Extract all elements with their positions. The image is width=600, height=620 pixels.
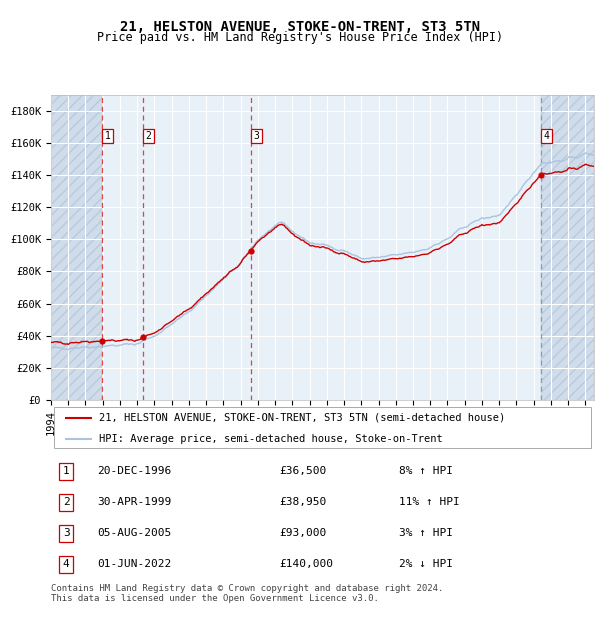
Text: 3: 3 xyxy=(254,131,259,141)
Text: 8% ↑ HPI: 8% ↑ HPI xyxy=(398,466,452,476)
Text: £140,000: £140,000 xyxy=(279,559,333,569)
Text: 1: 1 xyxy=(63,466,70,476)
Text: Contains HM Land Registry data © Crown copyright and database right 2024.
This d: Contains HM Land Registry data © Crown c… xyxy=(51,584,443,603)
Text: 2: 2 xyxy=(63,497,70,507)
Text: 30-APR-1999: 30-APR-1999 xyxy=(97,497,172,507)
Text: 05-AUG-2005: 05-AUG-2005 xyxy=(97,528,172,538)
Text: 4: 4 xyxy=(63,559,70,569)
Bar xyxy=(541,95,594,400)
Text: Price paid vs. HM Land Registry's House Price Index (HPI): Price paid vs. HM Land Registry's House … xyxy=(97,31,503,44)
Text: 3% ↑ HPI: 3% ↑ HPI xyxy=(398,528,452,538)
Text: 21, HELSTON AVENUE, STOKE-ON-TRENT, ST3 5TN: 21, HELSTON AVENUE, STOKE-ON-TRENT, ST3 … xyxy=(120,20,480,34)
Text: 11% ↑ HPI: 11% ↑ HPI xyxy=(398,497,459,507)
Text: 20-DEC-1996: 20-DEC-1996 xyxy=(97,466,172,476)
Text: 01-JUN-2022: 01-JUN-2022 xyxy=(97,559,172,569)
Text: HPI: Average price, semi-detached house, Stoke-on-Trent: HPI: Average price, semi-detached house,… xyxy=(99,435,443,445)
Text: 21, HELSTON AVENUE, STOKE-ON-TRENT, ST3 5TN (semi-detached house): 21, HELSTON AVENUE, STOKE-ON-TRENT, ST3 … xyxy=(99,413,505,423)
Bar xyxy=(51,95,102,400)
Bar xyxy=(541,95,594,400)
Text: 1: 1 xyxy=(105,131,111,141)
FancyBboxPatch shape xyxy=(54,407,591,448)
Text: 2% ↓ HPI: 2% ↓ HPI xyxy=(398,559,452,569)
Bar xyxy=(51,95,102,400)
Text: 2: 2 xyxy=(146,131,151,141)
Text: £38,950: £38,950 xyxy=(279,497,326,507)
Text: £36,500: £36,500 xyxy=(279,466,326,476)
Text: 3: 3 xyxy=(63,528,70,538)
Text: 4: 4 xyxy=(544,131,550,141)
Text: £93,000: £93,000 xyxy=(279,528,326,538)
